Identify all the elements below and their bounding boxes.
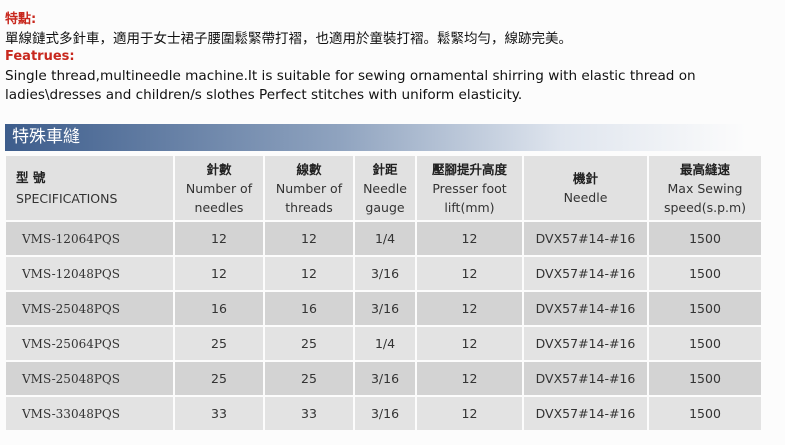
value-cell: 12	[417, 257, 522, 290]
value-cell: 25	[175, 327, 263, 360]
value-cell: 1500	[649, 292, 761, 325]
value-cell: DVX57#14-#16	[524, 362, 647, 395]
value-cell: 1500	[649, 257, 761, 290]
header-cell: 最高縫速 Max Sewing speed(s.p.m)	[649, 156, 761, 220]
header-cell: 壓腳提升高度 Presser foot lift(mm)	[417, 156, 522, 220]
table-row: VMS-25064PQS 25 25 1/4 12 DVX57#14-#16 1500	[6, 327, 761, 360]
value-cell: 25	[175, 362, 263, 395]
header-en: SPECIFICATIONS	[16, 191, 118, 206]
header-cell: 針距 Needle gauge	[355, 156, 415, 220]
header-zh: 機針	[572, 171, 598, 186]
value-cell: 12	[265, 222, 353, 255]
value-cell: 25	[265, 362, 353, 395]
features-en-line2: ladies\dresses and children/s slothes Pe…	[5, 87, 523, 103]
features-zh-text: 單線鏈式多針車，適用于女士裙子腰圍鬆緊帶打褶，也適用於童裝打褶。鬆緊均勻，線跡完…	[5, 31, 572, 47]
header-zh: 針距	[372, 161, 398, 177]
value-cell: 12	[417, 397, 522, 430]
value-cell: 3/16	[355, 397, 415, 430]
value-cell: 1500	[649, 397, 761, 430]
model-cell: VMS-12064PQS	[6, 222, 173, 255]
value-cell: 12	[175, 257, 263, 290]
model-cell: VMS-25048PQS	[6, 292, 173, 325]
spec-table: 型 號 SPECIFICATIONS 針數 Number of needles 線數 Nu…	[4, 154, 763, 432]
header-en: Number of threads	[275, 180, 343, 215]
value-cell: 1/4	[355, 327, 415, 360]
header-cell: 線數 Number of threads	[265, 156, 353, 220]
value-cell: 12	[417, 292, 522, 325]
value-cell: 12	[175, 222, 263, 255]
value-cell: DVX57#14-#16	[524, 292, 647, 325]
value-cell: DVX57#14-#16	[524, 257, 647, 290]
value-cell: 1500	[649, 222, 761, 255]
value-cell: 12	[417, 327, 522, 360]
table-row: VMS-33048PQS 33 33 3/16 12 DVX57#14-#16 1500	[6, 397, 761, 430]
value-cell: 1/4	[355, 222, 415, 255]
header-zh: 壓腳提升高度	[431, 161, 507, 177]
header-cell: 機針 Needle	[524, 156, 647, 220]
value-cell: 12	[265, 257, 353, 290]
header-en: Presser foot lift(mm)	[432, 180, 507, 215]
value-cell: 12	[417, 362, 522, 395]
value-cell: 25	[265, 327, 353, 360]
header-zh: 線數	[296, 161, 322, 177]
value-cell: 12	[417, 222, 522, 255]
model-cell: VMS-33048PQS	[6, 397, 173, 430]
table-row: VMS-25048PQS 25 25 3/16 12 DVX57#14-#16 1500	[6, 362, 761, 395]
header-zh: 最高縫速	[679, 161, 730, 177]
header-cell: 型 號 SPECIFICATIONS	[6, 156, 173, 220]
header-row: 型 號 SPECIFICATIONS 針數 Number of needles 線數 Nu…	[6, 156, 761, 220]
value-cell: 16	[265, 292, 353, 325]
model-cell: VMS-25048PQS	[6, 362, 173, 395]
header-en: Number of needles	[185, 180, 253, 215]
header-en: Needle gauge	[363, 180, 407, 215]
table-row: VMS-25048PQS 16 16 3/16 12 DVX57#14-#16 1500	[6, 292, 761, 325]
table-row: VMS-12048PQS 12 12 3/16 12 DVX57#14-#16 1500	[6, 257, 761, 290]
value-cell: 3/16	[355, 362, 415, 395]
value-cell: DVX57#14-#16	[524, 222, 647, 255]
value-cell: DVX57#14-#16	[524, 397, 647, 430]
value-cell: 1500	[649, 327, 761, 360]
table-row: VMS-12064PQS 12 12 1/4 12 DVX57#14-#16 1500	[6, 222, 761, 255]
header-en: Needle	[563, 190, 608, 205]
value-cell: 3/16	[355, 257, 415, 290]
features-en-title: Featrues:	[5, 49, 75, 64]
features-zh-title: 特點:	[5, 12, 37, 27]
value-cell: 16	[175, 292, 263, 325]
value-cell: 3/16	[355, 292, 415, 325]
features-en-line1: Single thread,multineedle machine.It is …	[5, 68, 696, 84]
header-zh: 針數	[206, 161, 232, 177]
model-cell: VMS-12048PQS	[6, 257, 173, 290]
value-cell: 33	[175, 397, 263, 430]
value-cell: 1500	[649, 362, 761, 395]
header-zh: 型 號	[16, 170, 46, 185]
header-en: Max Sewing speed(s.p.m)	[663, 180, 747, 215]
value-cell: DVX57#14-#16	[524, 327, 647, 360]
value-cell: 33	[265, 397, 353, 430]
section-banner: 特殊車縫	[5, 124, 747, 151]
header-cell: 針數 Number of needles	[175, 156, 263, 220]
model-cell: VMS-25064PQS	[6, 327, 173, 360]
